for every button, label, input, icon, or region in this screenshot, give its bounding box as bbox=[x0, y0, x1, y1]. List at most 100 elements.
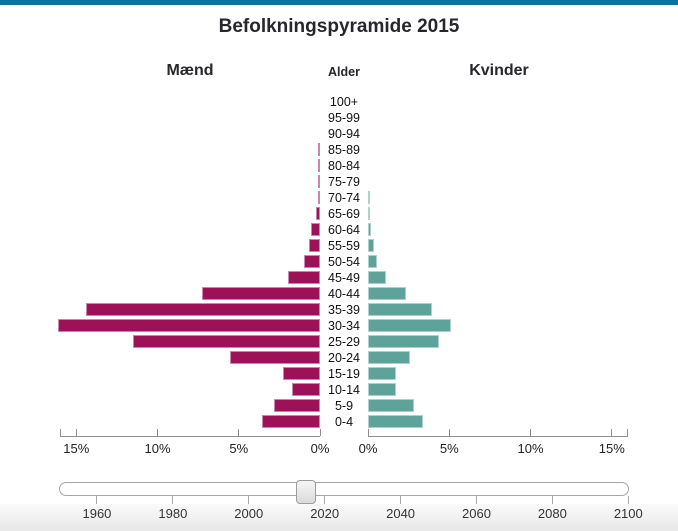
right-axis-end-tick bbox=[627, 429, 628, 436]
left-axis-end-tick bbox=[60, 429, 61, 436]
pyramid-row: 0-4 bbox=[0, 414, 678, 430]
year-tick-label: 2020 bbox=[310, 506, 340, 521]
pyramid-row: 65-69 bbox=[0, 206, 678, 222]
age-group-label: 40-44 bbox=[328, 287, 360, 301]
women-bar bbox=[368, 399, 414, 412]
pyramid-row: 80-84 bbox=[0, 158, 678, 174]
year-tick bbox=[400, 496, 402, 504]
age-group-label: 100+ bbox=[329, 95, 359, 109]
age-group-label: 0-4 bbox=[334, 415, 354, 429]
footer-background bbox=[0, 504, 678, 531]
age-group-label: 45-49 bbox=[328, 271, 360, 285]
women-bar bbox=[368, 271, 386, 284]
pyramid-row: 55-59 bbox=[0, 238, 678, 254]
pyramid-row: 90-94 bbox=[0, 126, 678, 142]
age-group-label: 75-79 bbox=[328, 175, 360, 189]
women-bar bbox=[368, 207, 370, 220]
year-tick bbox=[96, 496, 98, 504]
right-axis-tick bbox=[448, 429, 450, 436]
age-group-label: 85-89 bbox=[328, 143, 360, 157]
men-bar bbox=[318, 143, 320, 156]
year-tick bbox=[475, 496, 477, 504]
pyramid-row: 15-19 bbox=[0, 366, 678, 382]
pyramid-row: 30-34 bbox=[0, 318, 678, 334]
left-axis-tick bbox=[319, 429, 321, 436]
left-axis-tick-label: 15% bbox=[63, 441, 90, 456]
age-group-label: 90-94 bbox=[328, 127, 360, 141]
men-bar bbox=[202, 287, 320, 300]
pyramid-row: 40-44 bbox=[0, 286, 678, 302]
left-axis-tick-label: 0% bbox=[310, 441, 330, 456]
age-group-label: 20-24 bbox=[328, 351, 360, 365]
year-slider-handle[interactable] bbox=[295, 480, 316, 504]
year-tick-label: 2060 bbox=[462, 506, 491, 521]
men-bar bbox=[288, 271, 320, 284]
men-bar bbox=[282, 367, 320, 380]
age-group-label: 15-19 bbox=[328, 367, 360, 381]
men-bar bbox=[229, 351, 320, 364]
men-bar bbox=[303, 255, 320, 268]
men-bar bbox=[261, 415, 320, 428]
year-slider-track[interactable] bbox=[59, 482, 629, 496]
age-column-header: Alder bbox=[328, 65, 360, 79]
women-bar bbox=[368, 367, 396, 380]
women-bar bbox=[368, 335, 439, 348]
pyramid-row: 100+ bbox=[0, 94, 678, 110]
men-bar bbox=[318, 159, 320, 172]
women-bar bbox=[368, 351, 411, 364]
age-group-label: 50-54 bbox=[328, 255, 360, 269]
left-axis-tick-label: 10% bbox=[144, 441, 171, 456]
women-bar bbox=[368, 287, 407, 300]
women-bar bbox=[368, 319, 451, 332]
right-axis-tick-label: 5% bbox=[439, 441, 459, 456]
men-bar bbox=[318, 191, 320, 204]
right-axis-tick-label: 10% bbox=[517, 441, 544, 456]
year-tick bbox=[627, 496, 629, 504]
year-tick-label: 2000 bbox=[234, 506, 264, 521]
pyramid-row: 5-9 bbox=[0, 398, 678, 414]
women-column-header: Kvinder bbox=[469, 62, 529, 79]
age-group-label: 55-59 bbox=[328, 239, 360, 253]
men-bar bbox=[318, 175, 320, 188]
pyramid-row: 50-54 bbox=[0, 254, 678, 270]
left-axis-tick-label: 5% bbox=[229, 441, 249, 456]
year-tick bbox=[172, 496, 174, 504]
left-axis-tick bbox=[157, 429, 158, 436]
year-tick bbox=[324, 496, 326, 504]
pyramid-row: 20-24 bbox=[0, 350, 678, 366]
right-axis-tick-label: 15% bbox=[598, 441, 625, 456]
age-group-label: 95-99 bbox=[328, 111, 360, 125]
age-group-label: 5-9 bbox=[334, 399, 354, 413]
year-tick-label: 2100 bbox=[613, 506, 643, 521]
age-group-label: 10-14 bbox=[328, 383, 360, 397]
men-bar bbox=[311, 223, 320, 236]
age-group-label: 30-34 bbox=[328, 319, 360, 333]
women-bar bbox=[368, 239, 374, 252]
men-column-header: Mænd bbox=[166, 62, 214, 79]
year-tick bbox=[551, 496, 553, 504]
men-bar bbox=[58, 319, 320, 332]
right-axis-tick bbox=[367, 429, 369, 436]
women-bar bbox=[368, 255, 377, 268]
pyramid-row: 85-89 bbox=[0, 142, 678, 158]
women-bar bbox=[368, 223, 372, 236]
chart-title: Befolkningspyramide 2015 bbox=[218, 16, 460, 37]
left-axis-tick bbox=[75, 429, 77, 436]
women-bar bbox=[368, 415, 424, 428]
right-axis-tick-label: 0% bbox=[358, 441, 378, 456]
pyramid-chart: 100+ 95-99 90-94 85-89 80-84 75-79 70-74 65-69 6… bbox=[0, 94, 678, 430]
year-tick-label: 1980 bbox=[158, 506, 188, 521]
men-bar bbox=[292, 383, 320, 396]
women-bar bbox=[368, 303, 433, 316]
age-group-label: 60-64 bbox=[328, 223, 360, 237]
pyramid-row: 45-49 bbox=[0, 270, 678, 286]
age-group-label: 70-74 bbox=[328, 191, 360, 205]
top-accent-bar bbox=[0, 0, 678, 5]
age-group-label: 35-39 bbox=[328, 303, 360, 317]
left-axis-tick bbox=[238, 429, 240, 436]
pyramid-row: 25-29 bbox=[0, 334, 678, 350]
age-group-label: 65-69 bbox=[328, 207, 360, 221]
women-bar bbox=[368, 383, 396, 396]
men-bar bbox=[315, 207, 320, 220]
